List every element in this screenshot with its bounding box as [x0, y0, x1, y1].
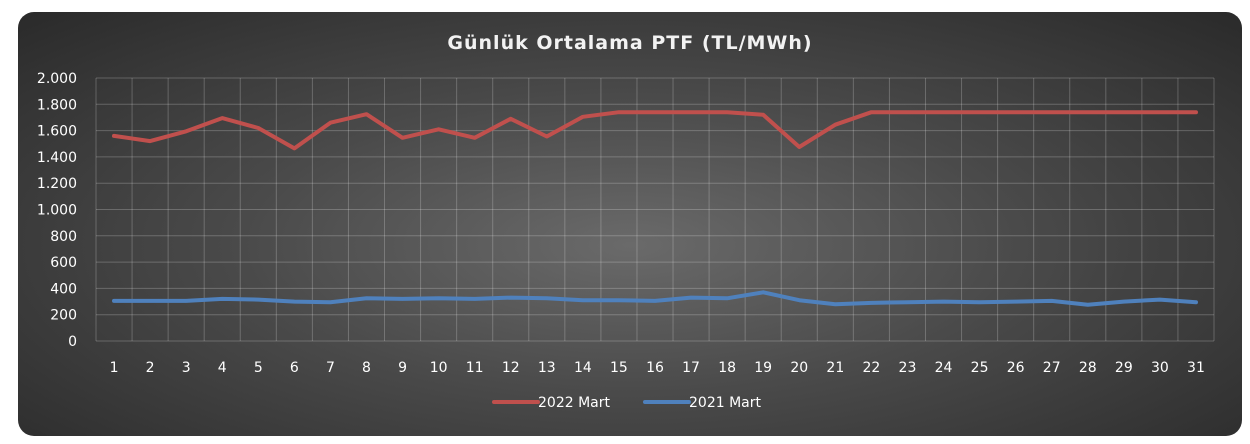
y-tick-label: 200 [50, 308, 77, 324]
x-tick-label: 17 [682, 360, 700, 376]
series-lines [112, 110, 1198, 307]
line-chart: Günlük Ortalama PTF (TL/MWh) 0 200 400 600 8… [37, 32, 1215, 411]
x-tick-label: 10 [430, 360, 448, 376]
x-tick-label: 22 [862, 360, 880, 376]
x-tick-label: 25 [971, 360, 989, 376]
y-tick-label: 400 [50, 281, 77, 297]
x-tick-label: 2 [146, 360, 155, 376]
x-tick-label: 7 [326, 360, 335, 376]
x-tick-label: 1 [110, 360, 119, 376]
y-tick-label: 2.000 [37, 71, 77, 87]
y-tick-label: 1.800 [37, 97, 77, 113]
y-tick-label: 600 [50, 255, 77, 271]
x-tick-label: 3 [182, 360, 191, 376]
x-tick-label: 26 [1007, 360, 1025, 376]
x-tick-label: 12 [502, 360, 520, 376]
x-tick-label: 11 [466, 360, 484, 376]
y-tick-label: 0 [68, 334, 77, 350]
x-tick-label: 30 [1151, 360, 1169, 376]
x-tick-label: 5 [254, 360, 263, 376]
y-tick-label: 800 [50, 229, 77, 245]
x-tick-label: 18 [718, 360, 736, 376]
y-tick-label: 1.600 [37, 124, 77, 140]
x-tick-label: 31 [1187, 360, 1205, 376]
legend-label: 2021 Mart [689, 395, 761, 411]
legend: 2022 Mart 2021 Mart [492, 395, 761, 411]
x-tick-label: 24 [935, 360, 953, 376]
x-tick-label: 29 [1115, 360, 1133, 376]
x-tick-label: 6 [290, 360, 299, 376]
x-tick-label: 15 [610, 360, 628, 376]
x-tick-label: 20 [790, 360, 808, 376]
x-tick-label: 14 [574, 360, 592, 376]
x-tick-label: 4 [218, 360, 227, 376]
y-tick-label: 1.400 [37, 150, 77, 166]
x-tick-label: 19 [754, 360, 772, 376]
x-tick-label: 13 [538, 360, 556, 376]
x-tick-label: 21 [826, 360, 844, 376]
legend-label: 2022 Mart [538, 395, 610, 411]
x-tick-label: 16 [646, 360, 664, 376]
y-tick-label: 1.000 [37, 203, 77, 219]
x-tick-label: 9 [398, 360, 407, 376]
x-tick-label: 28 [1079, 360, 1097, 376]
x-tick-label: 8 [362, 360, 371, 376]
x-tick-label: 23 [899, 360, 917, 376]
x-tick-label: 27 [1043, 360, 1061, 376]
chart-card: Günlük Ortalama PTF (TL/MWh) 0 200 400 600 8… [18, 12, 1242, 436]
x-axis-ticks: 1 2 3 4 5 6 7 8 9 10 11 12 13 14 15 16 17 18 19 20 21 22 23 24 2… [110, 360, 1205, 376]
y-axis-ticks: 0 200 400 600 800 1.000 1.200 1.400 1.600 1.800 2.… [37, 71, 77, 350]
chart-title: Günlük Ortalama PTF (TL/MWh) [447, 32, 812, 54]
y-tick-label: 1.200 [37, 176, 77, 192]
